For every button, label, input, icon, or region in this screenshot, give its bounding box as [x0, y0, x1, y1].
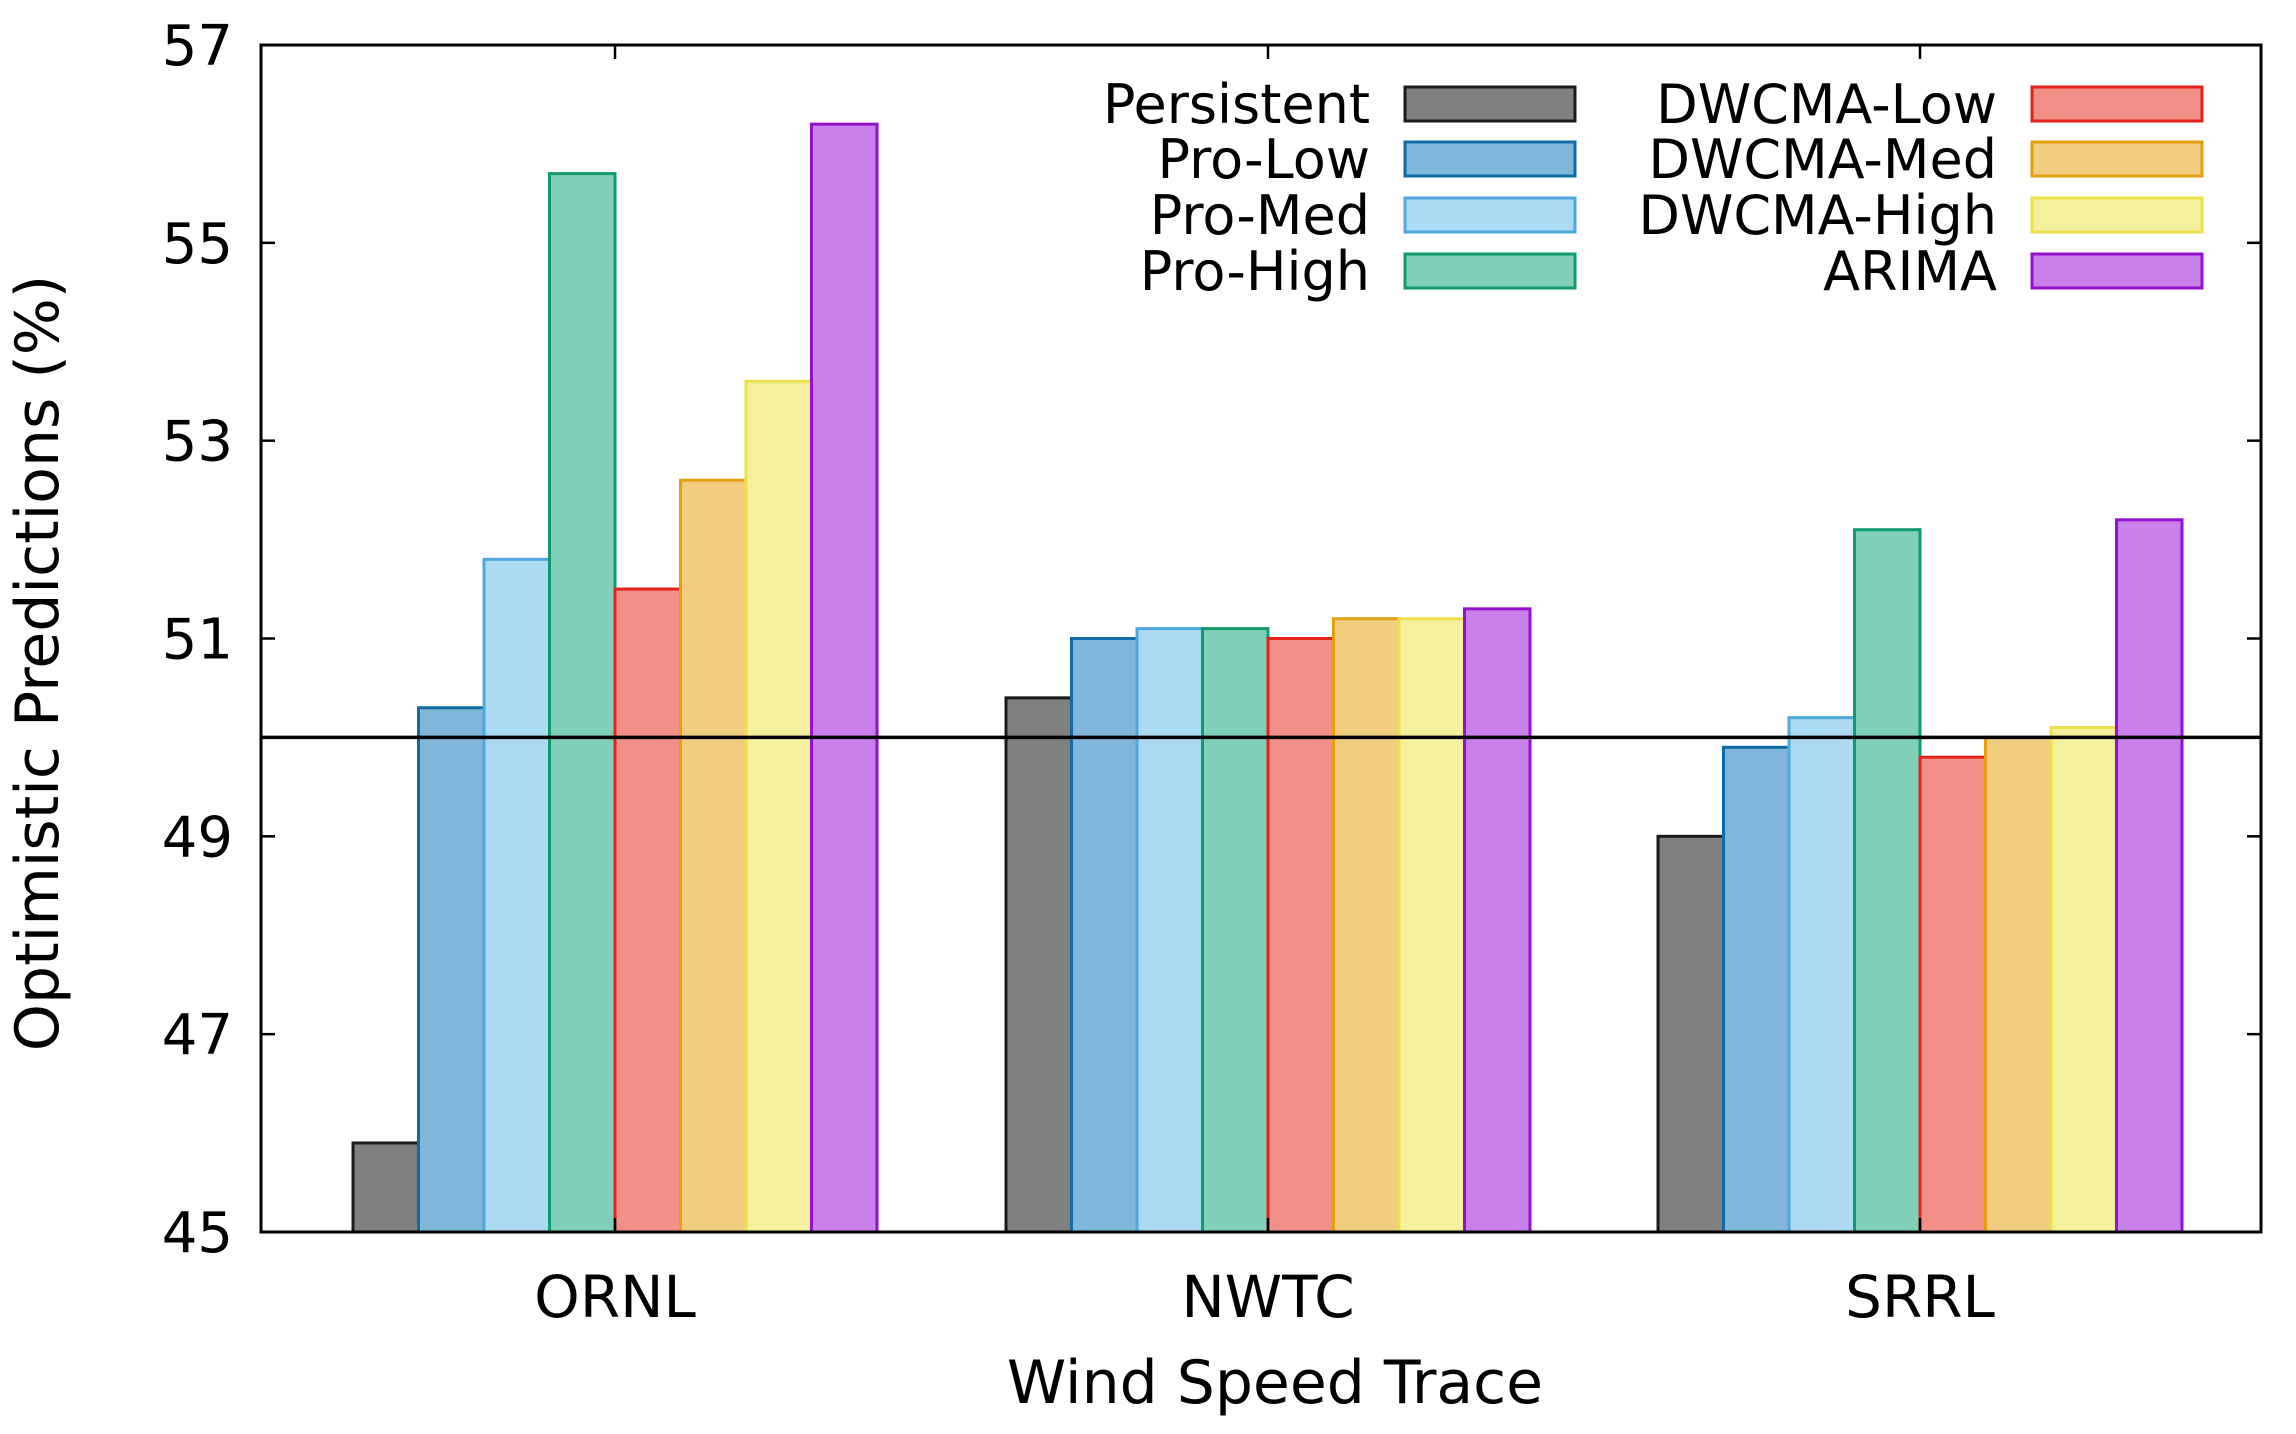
bar-dwcma-high-ornl	[744, 379, 813, 1234]
legend-label: Pro-Low	[1158, 128, 1371, 191]
bar-dwcma-high-nwtc	[1397, 617, 1466, 1234]
y-tick-label: 45	[162, 1201, 233, 1266]
x-category-label: NWTC	[1181, 1263, 1354, 1331]
y-axis-title: Optimistic Predictions (%)	[3, 275, 73, 1051]
bar-arima-nwtc	[1463, 607, 1532, 1234]
y-tick-label: 55	[162, 212, 233, 277]
bar-persistent-nwtc	[1004, 696, 1073, 1234]
legend-swatch-pro-med	[1403, 196, 1577, 234]
legend-label: DWCMA-Med	[1648, 128, 1997, 191]
bar-persistent-ornl	[351, 1141, 420, 1234]
bar-dwcma-med-ornl	[679, 478, 748, 1234]
bar-arima-ornl	[810, 122, 879, 1234]
legend-swatch-dwcma-med	[2030, 140, 2204, 178]
bar-persistent-srrl	[1656, 834, 1725, 1234]
x-axis-title: Wind Speed Trace	[1007, 1348, 1543, 1418]
legend-label: DWCMA-Low	[1656, 73, 1997, 136]
legend-swatch-persistent	[1403, 85, 1577, 123]
x-category-label: ORNL	[534, 1263, 696, 1331]
y-tick-label: 51	[162, 608, 233, 673]
legend-label: ARIMA	[1823, 240, 1997, 303]
bar-pro-med-ornl	[482, 557, 551, 1234]
legend-label: Persistent	[1103, 73, 1370, 136]
bar-dwcma-high-srrl	[2049, 726, 2118, 1234]
bar-arima-srrl	[2115, 518, 2184, 1234]
legend-swatch-arima	[2030, 252, 2204, 290]
legend-label: Pro-High	[1140, 240, 1370, 303]
bar-pro-med-srrl	[1787, 716, 1856, 1234]
bar-pro-low-ornl	[417, 706, 486, 1234]
bar-pro-high-srrl	[1853, 528, 1922, 1234]
y-tick-label: 47	[162, 1003, 233, 1068]
legend-swatch-dwcma-high	[2030, 196, 2204, 234]
bar-pro-low-srrl	[1722, 745, 1791, 1234]
y-tick-label: 49	[162, 805, 233, 870]
y-tick-label: 53	[162, 410, 233, 475]
legend-label: DWCMA-High	[1638, 184, 1997, 247]
bar-dwcma-med-srrl	[1984, 735, 2053, 1234]
legend-swatch-dwcma-low	[2030, 85, 2204, 123]
bar-dwcma-low-nwtc	[1266, 637, 1335, 1234]
bar-pro-med-nwtc	[1135, 627, 1204, 1234]
bar-pro-low-nwtc	[1070, 637, 1139, 1234]
bar-pro-high-ornl	[548, 172, 617, 1234]
bar-pro-high-nwtc	[1201, 627, 1270, 1234]
x-category-label: SRRL	[1845, 1263, 1995, 1331]
legend-label: Pro-Med	[1150, 184, 1370, 247]
bar-dwcma-med-nwtc	[1332, 617, 1401, 1234]
bar-dwcma-low-ornl	[613, 587, 682, 1234]
legend-swatch-pro-high	[1403, 252, 1577, 290]
legend-swatch-pro-low	[1403, 140, 1577, 178]
plot-frame	[259, 43, 2263, 1234]
y-tick-label: 57	[162, 14, 233, 79]
bar-dwcma-low-srrl	[1918, 755, 1987, 1234]
